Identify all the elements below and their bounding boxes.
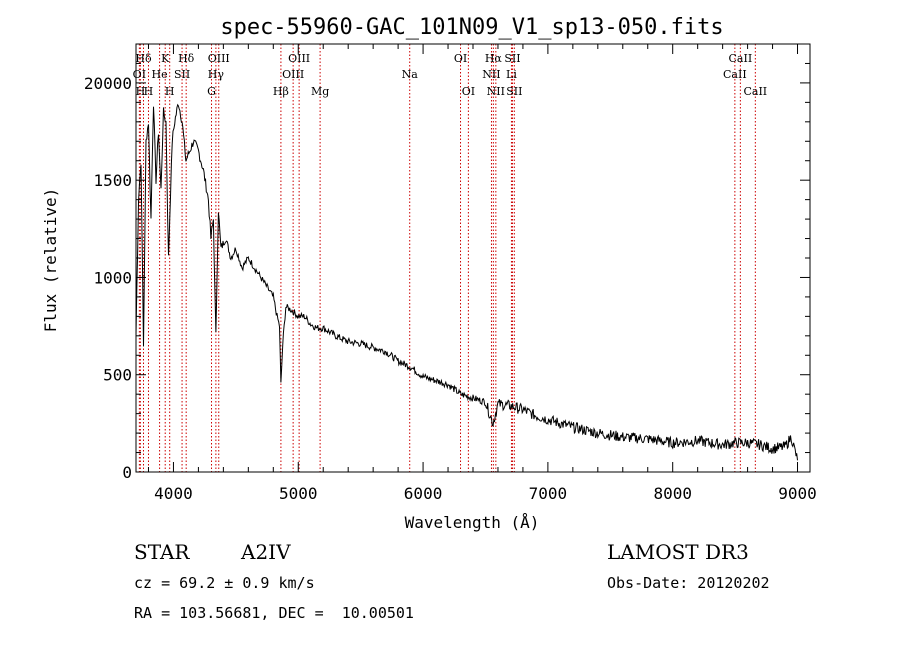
spectral-line-label: H [165,85,175,98]
redshift-text: cz = 69.2 ± 0.9 km/s [134,574,315,592]
spectral-line-label: SII [174,68,190,81]
x-tick-label: 9000 [778,484,817,503]
spectral-line-label: Hδ [178,52,195,65]
spectrum-line [135,103,798,461]
spectral-line-label: Na [402,68,419,81]
spectral-line-label: Li [506,68,517,81]
spectral-line-label: OIII [282,68,304,81]
y-tick-label: 0 [122,463,132,482]
spectral-line-label: OI [462,85,475,98]
spectral-line-label: Hβ [273,85,289,98]
spectral-line-label: CaII [723,68,747,81]
spectral-line-label: Mg [311,85,329,98]
obs-date-text: Obs-Date: 20120202 [607,574,770,592]
spectral-line-label: Hδ [135,52,152,65]
chart-title: spec-55960-GAC_101N09_V1_sp13-050.fits [220,15,723,40]
coordinates-text: RA = 103.56681, DEC = 10.00501 [134,604,414,622]
x-tick-label: 6000 [404,484,443,503]
spectral-line-label: He [152,68,168,81]
y-tick-label: 1000 [93,268,132,287]
x-tick-label: 7000 [529,484,568,503]
survey-name: LAMOST DR3 [607,540,749,564]
spectral-line-label: NII [482,68,500,81]
spectral-line-label: H [144,85,154,98]
plot-frame [135,43,811,473]
object-subclass: A2IV [241,540,291,564]
spectral-line-label: OI [454,52,467,65]
object-class: STAR [134,540,190,564]
spectral-line-label: OI [133,68,146,81]
x-tick-label: 8000 [653,484,692,503]
spectral-line-label: Hγ [208,68,225,81]
spectral-line-label: NII [487,85,505,98]
spectral-line-label: H [136,85,146,98]
x-axis-label: Wavelength (Å) [405,513,540,532]
plot-area: 4000 5000 6000 7000 8000 9000 0 500 1000 1500 2000… [84,43,817,503]
spectral-line-label: OIII [288,52,310,65]
spectral-line-label: CaII [729,52,753,65]
y-tick-label: 20000 [84,74,132,93]
spectral-line-label: SII [506,85,522,98]
y-tick-label: 500 [103,366,132,385]
x-tick-label: 4000 [154,484,193,503]
spectral-line-label: SII [504,52,520,65]
spectral-line-label: Hα [485,52,503,65]
y-axis-label: Flux (relative) [41,188,60,333]
spectral-line-label: G [207,85,216,98]
spectral-line-label: OIII [208,52,230,65]
x-tick-label: 5000 [279,484,318,503]
spectral-line-label: K [161,52,170,65]
y-tick-label: 1500 [93,171,132,190]
spectral-line-label: CaII [743,85,767,98]
